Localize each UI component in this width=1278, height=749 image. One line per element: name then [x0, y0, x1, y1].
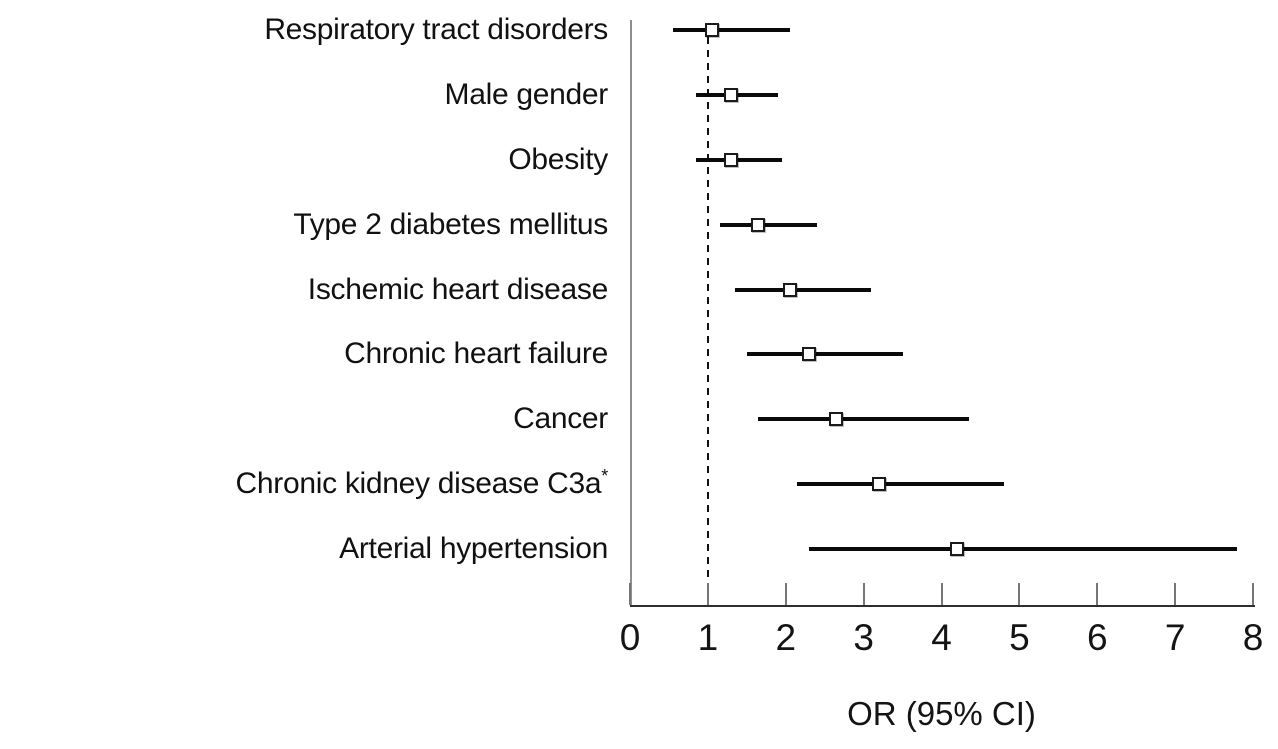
x-tick-label: 6	[1086, 617, 1108, 658]
x-tick	[940, 583, 943, 605]
category-label: Arterial hypertension	[339, 532, 608, 565]
category-label: Obesity	[508, 142, 608, 176]
category-label: Chronic kidney disease C3a*	[235, 466, 609, 501]
ci-line	[746, 352, 903, 357]
x-tick-label: 8	[1242, 617, 1264, 658]
x-tick-label: 3	[853, 617, 874, 658]
x-tick-label: 5	[1009, 617, 1030, 658]
or-marker	[724, 152, 739, 167]
or-marker	[872, 477, 887, 492]
category-label: Ischemic heart disease	[307, 272, 609, 306]
category-label: Respiratory tract disorders	[264, 13, 608, 46]
x-tick-label: 1	[697, 617, 719, 658]
or-marker	[950, 542, 965, 556]
x-tick-label: 0	[619, 617, 641, 658]
x-tick	[784, 583, 787, 605]
category-label: Chronic heart failure	[344, 337, 608, 371]
or-marker	[724, 87, 739, 102]
or-marker	[704, 23, 719, 37]
category-label: Cancer	[513, 402, 608, 436]
ci-line	[797, 482, 1004, 487]
x-tick	[862, 583, 865, 605]
or-marker	[782, 282, 797, 297]
ci-line	[758, 417, 969, 422]
or-marker	[802, 347, 817, 362]
category-label: Type 2 diabetes mellitus	[293, 207, 608, 241]
x-tick	[1096, 583, 1099, 605]
ci-line	[719, 222, 817, 227]
ci-line	[672, 28, 790, 32]
category-label: Male gender	[444, 77, 609, 111]
x-tick	[1252, 583, 1254, 605]
reference-line-or-1	[706, 37, 709, 605]
ci-line	[696, 157, 782, 162]
x-tick-label: 4	[931, 617, 952, 658]
label-superscript: *	[601, 466, 608, 487]
y-axis-line	[630, 20, 632, 607]
x-tick	[1174, 583, 1177, 605]
x-tick-label: 7	[1164, 617, 1186, 658]
or-marker	[829, 412, 844, 427]
x-axis-line	[630, 605, 1255, 607]
x-tick	[1018, 583, 1021, 605]
x-axis-title: OR (95% CI)	[847, 695, 1036, 732]
x-tick	[629, 583, 631, 605]
or-marker	[751, 217, 766, 232]
x-tick-label: 2	[775, 617, 797, 658]
ci-line	[809, 547, 1238, 551]
x-tick	[706, 583, 709, 605]
ci-line	[735, 287, 872, 292]
